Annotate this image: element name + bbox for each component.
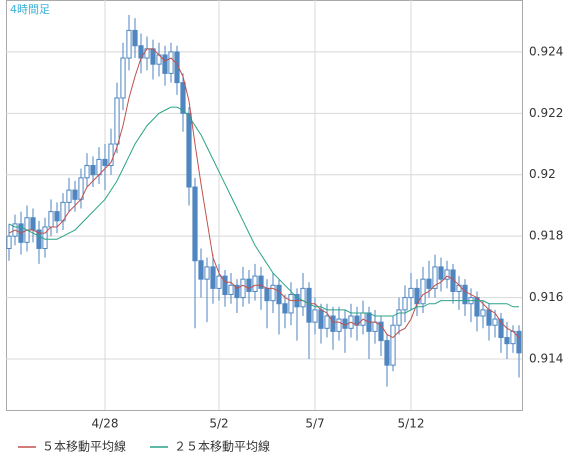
- candle-body: [240, 278, 246, 299]
- candle-body: [102, 158, 108, 167]
- candle-body: [204, 266, 210, 280]
- legend-label: ２５本移動平均線: [174, 439, 270, 454]
- ma-line: [8, 106, 519, 317]
- candle-body: [438, 266, 444, 280]
- candle-body: [288, 294, 294, 314]
- candle-body: [192, 186, 198, 262]
- candle-body: [306, 287, 312, 323]
- candle-body: [318, 309, 324, 329]
- candle-body: [186, 112, 192, 188]
- x-tick-label: 4/28: [92, 417, 119, 431]
- candle-body: [480, 309, 486, 317]
- candle-body: [228, 284, 234, 296]
- candle-body: [372, 321, 378, 332]
- candle-body: [420, 278, 426, 305]
- candle-body: [108, 143, 114, 167]
- y-tick-label: 0.922: [529, 106, 563, 120]
- candle-body: [252, 275, 258, 292]
- candle-body: [222, 275, 228, 296]
- candle-body: [84, 165, 90, 179]
- candle-body: [180, 82, 186, 114]
- candle-body: [486, 309, 492, 326]
- candle-body: [114, 97, 120, 145]
- candle-body: [264, 287, 270, 302]
- candle-body: [150, 48, 156, 65]
- y-tick-label: 0.92: [529, 167, 556, 181]
- candle-body: [282, 303, 288, 314]
- candle-body: [162, 54, 168, 74]
- candle-body: [444, 269, 450, 280]
- candle-body: [96, 158, 102, 176]
- candle-body: [216, 275, 222, 289]
- candle-body: [402, 297, 408, 311]
- candle-body: [30, 217, 36, 231]
- candle-body: [36, 229, 42, 249]
- candle-body: [336, 318, 342, 332]
- candle-body: [462, 284, 468, 305]
- x-tick-label: 5/2: [209, 417, 228, 431]
- candle-body: [426, 278, 432, 289]
- chart-label: 4時間足: [10, 3, 50, 16]
- candle-body: [132, 29, 138, 47]
- candle-body: [378, 321, 384, 342]
- candle-body: [408, 287, 414, 299]
- candle-body: [246, 278, 252, 292]
- candle-body: [198, 260, 204, 280]
- candle-body: [492, 318, 498, 326]
- candle-body: [90, 165, 96, 176]
- candle-body: [312, 309, 318, 323]
- y-tick-label: 0.924: [529, 44, 563, 58]
- candle-body: [258, 275, 264, 289]
- candle-body: [498, 318, 504, 339]
- ma-line: [8, 48, 520, 339]
- candle-body: [270, 284, 276, 302]
- candle-body: [516, 330, 522, 354]
- plot-frame: [6, 0, 523, 411]
- candle-body: [432, 266, 438, 289]
- candle-body: [66, 189, 72, 203]
- candle-body: [120, 57, 126, 99]
- candle-body: [234, 284, 240, 299]
- candle-body: [174, 51, 180, 84]
- y-tick-label: 0.914: [529, 352, 563, 366]
- candle-body: [324, 315, 330, 329]
- candle-body: [330, 315, 336, 332]
- candle-body: [48, 211, 54, 228]
- candle-body: [342, 318, 348, 329]
- legend-label: ５本移動平均線: [42, 439, 126, 454]
- candle-body: [168, 51, 174, 74]
- candle-body: [126, 29, 132, 59]
- candle-body: [210, 266, 216, 289]
- candle-body: [42, 226, 48, 249]
- candle-body: [384, 340, 390, 366]
- y-tick-label: 0.918: [529, 229, 563, 243]
- x-tick-label: 5/7: [305, 417, 324, 431]
- candle-body: [396, 309, 402, 326]
- candle-body: [300, 287, 306, 308]
- candle-body: [54, 211, 60, 222]
- candle-body: [390, 324, 396, 366]
- x-tick-label: 5/12: [398, 417, 425, 431]
- candle-body: [504, 337, 510, 345]
- candle-body: [72, 189, 78, 200]
- candle-body: [6, 235, 12, 249]
- candle-body: [276, 284, 282, 305]
- y-tick-label: 0.916: [529, 290, 563, 304]
